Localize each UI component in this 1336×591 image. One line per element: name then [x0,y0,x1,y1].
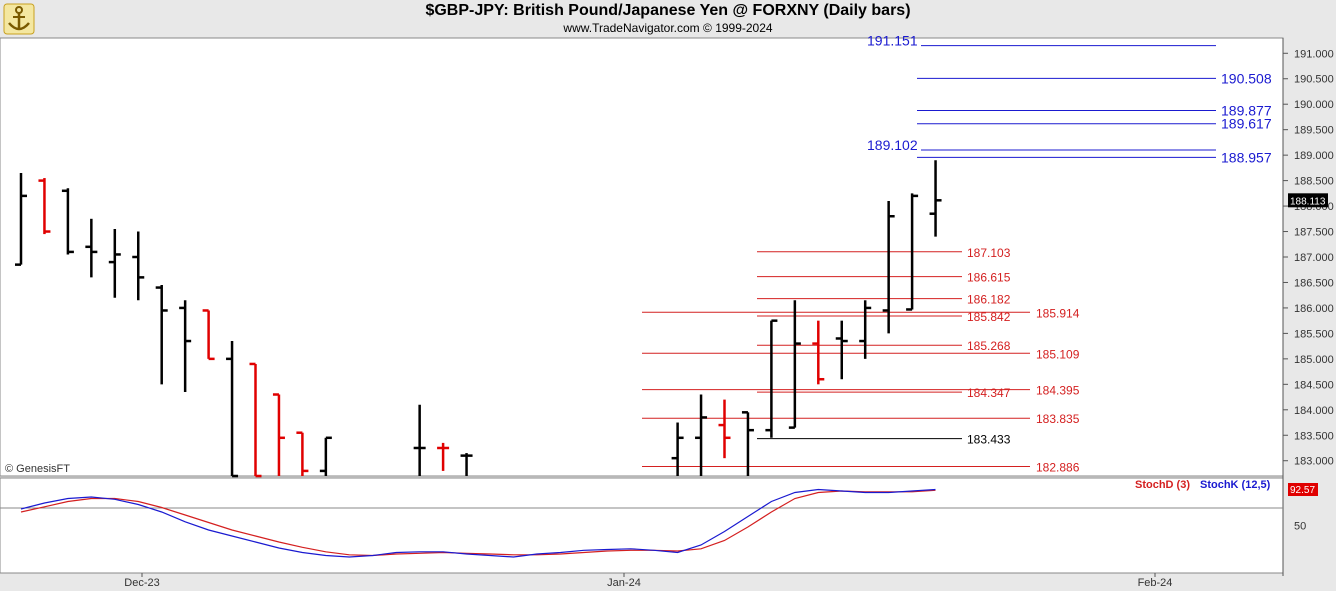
stoch-k-line [20,488,936,558]
title-bar: $GBP-JPY: British Pound/Japanese Yen @ F… [0,0,1336,38]
fib-level-label: 188.957 [1221,149,1272,165]
fib-level-label: 189.102 [867,137,918,153]
y-tick-label: 183.500 [1294,430,1334,442]
y-tick-label: 187.500 [1294,227,1334,239]
fib-level-label: 185.268 [967,339,1011,353]
fib-level-label: 183.835 [1036,412,1080,426]
stoch-value-label: 92.57 [1290,485,1315,496]
y-tick-label: 183.000 [1294,456,1334,468]
fib-level-label: 191.151 [867,33,918,49]
stoch-d-line [20,489,936,557]
stoch-value-box [1288,483,1318,496]
y-tick-label: 186.500 [1294,277,1334,289]
stochastic-pane[interactable] [0,477,1284,574]
x-tick-label: Dec-23 [124,577,159,589]
fib-level-label: 190.508 [1221,70,1272,86]
copyright-label: © GenesisFT [5,463,70,475]
y-tick-label: 184.000 [1294,405,1334,417]
fib-level-label: 185.914 [1036,306,1080,320]
anchor-logo-icon [3,3,35,35]
x-tick-label: Feb-24 [1138,577,1173,589]
fib-level-label: 189.877 [1221,102,1272,118]
y-tick-label: 187.000 [1294,252,1334,264]
y-tick-label: 186.000 [1294,303,1334,315]
fib-level-label: 189.617 [1221,116,1272,132]
legend-stoch-d: StochD (3) [1135,479,1190,491]
y-tick-label: 190.500 [1294,74,1334,86]
y-tick-label: 189.500 [1294,125,1334,137]
x-tick-label: Jan-24 [607,577,641,589]
chart-title: $GBP-JPY: British Pound/Japanese Yen @ F… [425,2,911,19]
fib-level-label: 183.433 [967,433,1011,447]
fib-level-label: 185.842 [967,310,1011,324]
price-pane[interactable] [0,37,1284,477]
y-tick-label: 190.000 [1294,99,1334,111]
fib-level-label: 184.347 [967,386,1011,400]
stoch-y-tick-label: 50 [1294,521,1306,533]
y-tick-label: 185.500 [1294,328,1334,340]
legend-stoch-k: StochK (12,5) [1200,479,1271,491]
y-tick-label: 189.000 [1294,150,1334,162]
fib-level-label: 186.182 [967,293,1011,307]
last-price-box [1288,193,1328,208]
fib-level-label: 187.103 [967,246,1011,260]
y-tick-label: 191.000 [1294,48,1334,60]
y-tick-label: 188.500 [1294,176,1334,188]
y-tick-label: 185.000 [1294,354,1334,366]
fib-level-label: 185.109 [1036,347,1080,361]
chart-subtitle: www.TradeNavigator.com © 1999-2024 [563,21,773,35]
fib-level-label: 182.886 [1036,461,1080,475]
last-price-label: 188.113 [1290,196,1326,207]
fib-level-label: 184.395 [1036,384,1080,398]
fib-level-label: 186.615 [967,271,1011,285]
y-tick-label: 184.500 [1294,379,1334,391]
